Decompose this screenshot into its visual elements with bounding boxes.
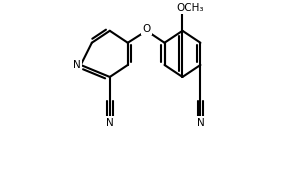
Text: N: N <box>73 60 80 70</box>
Text: O: O <box>143 24 151 34</box>
Text: N: N <box>196 118 204 128</box>
Text: OCH₃: OCH₃ <box>177 3 204 13</box>
Text: N: N <box>106 118 114 128</box>
